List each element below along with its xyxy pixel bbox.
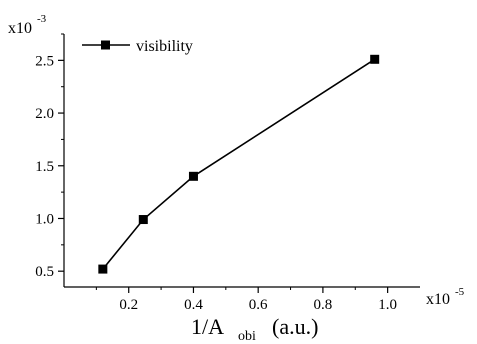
y-multiplier: x10 bbox=[8, 20, 32, 37]
data-point-visibility bbox=[370, 54, 380, 64]
data-point-visibility bbox=[138, 215, 148, 225]
x-axis-title-subscript: obi bbox=[238, 329, 256, 344]
x-tick-label: 1.0 bbox=[378, 297, 397, 313]
x-axis-title-unit: (a.u.) bbox=[272, 314, 318, 339]
series-line-visibility bbox=[102, 58, 376, 270]
legend-marker bbox=[101, 40, 110, 50]
y-axis-ticks: 0.5 1.0 1.5 2.0 2.5 bbox=[35, 33, 64, 280]
y-multiplier-exponent: -3 bbox=[37, 13, 47, 25]
data-point-visibility bbox=[98, 264, 108, 274]
series-layer bbox=[98, 54, 380, 274]
x-axis-title: 1/A bbox=[191, 314, 224, 339]
data-point-visibility bbox=[188, 171, 198, 181]
x-tick-label: 0.2 bbox=[119, 297, 138, 313]
y-tick-label: 2.5 bbox=[35, 53, 54, 69]
x-tick-label: 0.6 bbox=[249, 297, 268, 313]
legend: visibility bbox=[82, 38, 193, 55]
legend-label-visibility: visibility bbox=[136, 38, 193, 55]
y-tick-label: 1.5 bbox=[35, 159, 54, 175]
y-tick-label: 0.5 bbox=[35, 264, 54, 280]
y-tick-label: 2.0 bbox=[35, 106, 54, 122]
x-tick-label: 0.8 bbox=[314, 297, 333, 313]
x-axis-ticks: 0.2 0.4 0.6 0.8 1.0 bbox=[95, 287, 397, 313]
y-tick-label: 1.0 bbox=[35, 211, 54, 227]
x-multiplier: x10 bbox=[426, 291, 450, 308]
x-multiplier-exponent: -5 bbox=[455, 286, 465, 298]
plot-frame bbox=[63, 34, 420, 288]
x-tick-label: 0.4 bbox=[184, 297, 203, 313]
